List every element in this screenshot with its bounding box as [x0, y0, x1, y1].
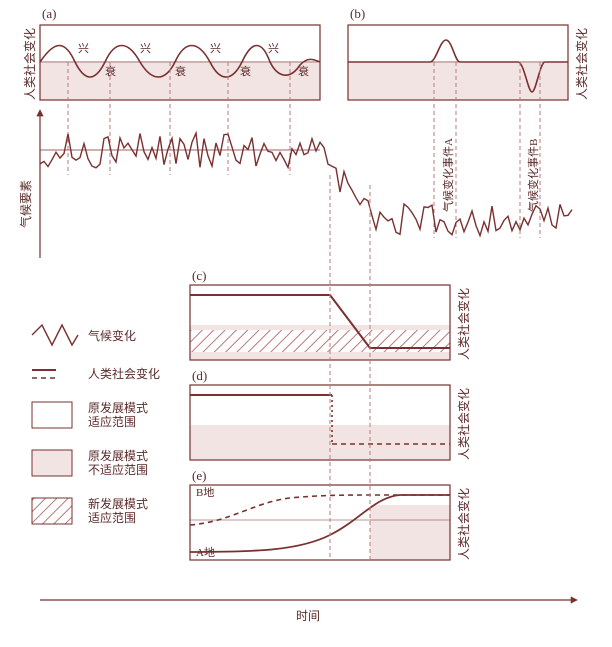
legend-old-noadapt-icon [32, 450, 72, 476]
panel-e-label: (e) [192, 468, 206, 483]
legend-new-adapt-text: 新发展模式适应范围 [88, 496, 148, 525]
panel-a-peak-label: 兴 [268, 42, 279, 55]
legend: 气候变化 人类社会变化 原发展模式适应范围 原发展模式不适应范围 新发展模式适应… [32, 325, 160, 525]
panel-d-label: (d) [192, 368, 207, 383]
panel-e-ylabel: 人类社会变化 [456, 488, 471, 560]
legend-society-text: 人类社会变化 [88, 366, 160, 381]
panel-a-peak-label: 兴 [78, 42, 89, 55]
panel-a: 兴衰兴衰兴衰兴衰 人类社会变化 [22, 25, 320, 100]
figure-svg: (a) (b) 兴衰兴衰兴衰兴衰 人类社会变化 人类社会变化 [0, 0, 612, 647]
panel-a-trough-label: 衰 [240, 64, 251, 78]
panel-c-ylabel: 人类社会变化 [456, 288, 471, 360]
panel-a-trough-label: 衰 [175, 64, 186, 78]
legend-old-adapt-text: 原发展模式适应范围 [88, 400, 148, 429]
panel-d-ylabel: 人类社会变化 [456, 388, 471, 460]
panel-b-label: (b) [350, 6, 365, 21]
panel-b-ylabel: 人类社会变化 [574, 28, 589, 100]
figure-root: (a) (b) 兴衰兴衰兴衰兴衰 人类社会变化 人类社会变化 [0, 0, 612, 647]
climate-ylabel: 气候要素 [18, 180, 33, 228]
legend-old-noadapt-text: 原发展模式不适应范围 [88, 448, 148, 477]
panel-b: 人类社会变化 [348, 25, 589, 100]
climate-line [40, 133, 572, 236]
panel-a-trough-label: 衰 [298, 64, 309, 78]
panel-c-label: (c) [192, 268, 206, 283]
event-b-label: 气候变化事件B [526, 139, 540, 212]
panel-a-peak-label: 兴 [210, 42, 221, 55]
legend-climate-icon [32, 325, 78, 345]
panel-a-label: (a) [42, 6, 56, 21]
time-axis-label: 时间 [296, 609, 320, 623]
panel-e-b-label: B地 [196, 486, 214, 499]
event-a-label: 气候变化事件A [441, 138, 455, 212]
panel-a-peak-label: 兴 [140, 42, 151, 55]
panel-a-ylabel: 人类社会变化 [22, 28, 37, 100]
panel-e-a-label: A地 [196, 546, 215, 559]
legend-climate-text: 气候变化 [88, 328, 136, 343]
climate-series: 气候要素 气候变化事件A 气候变化事件B [18, 112, 572, 258]
legend-old-adapt-icon [32, 402, 72, 428]
legend-new-adapt-icon [32, 498, 72, 524]
